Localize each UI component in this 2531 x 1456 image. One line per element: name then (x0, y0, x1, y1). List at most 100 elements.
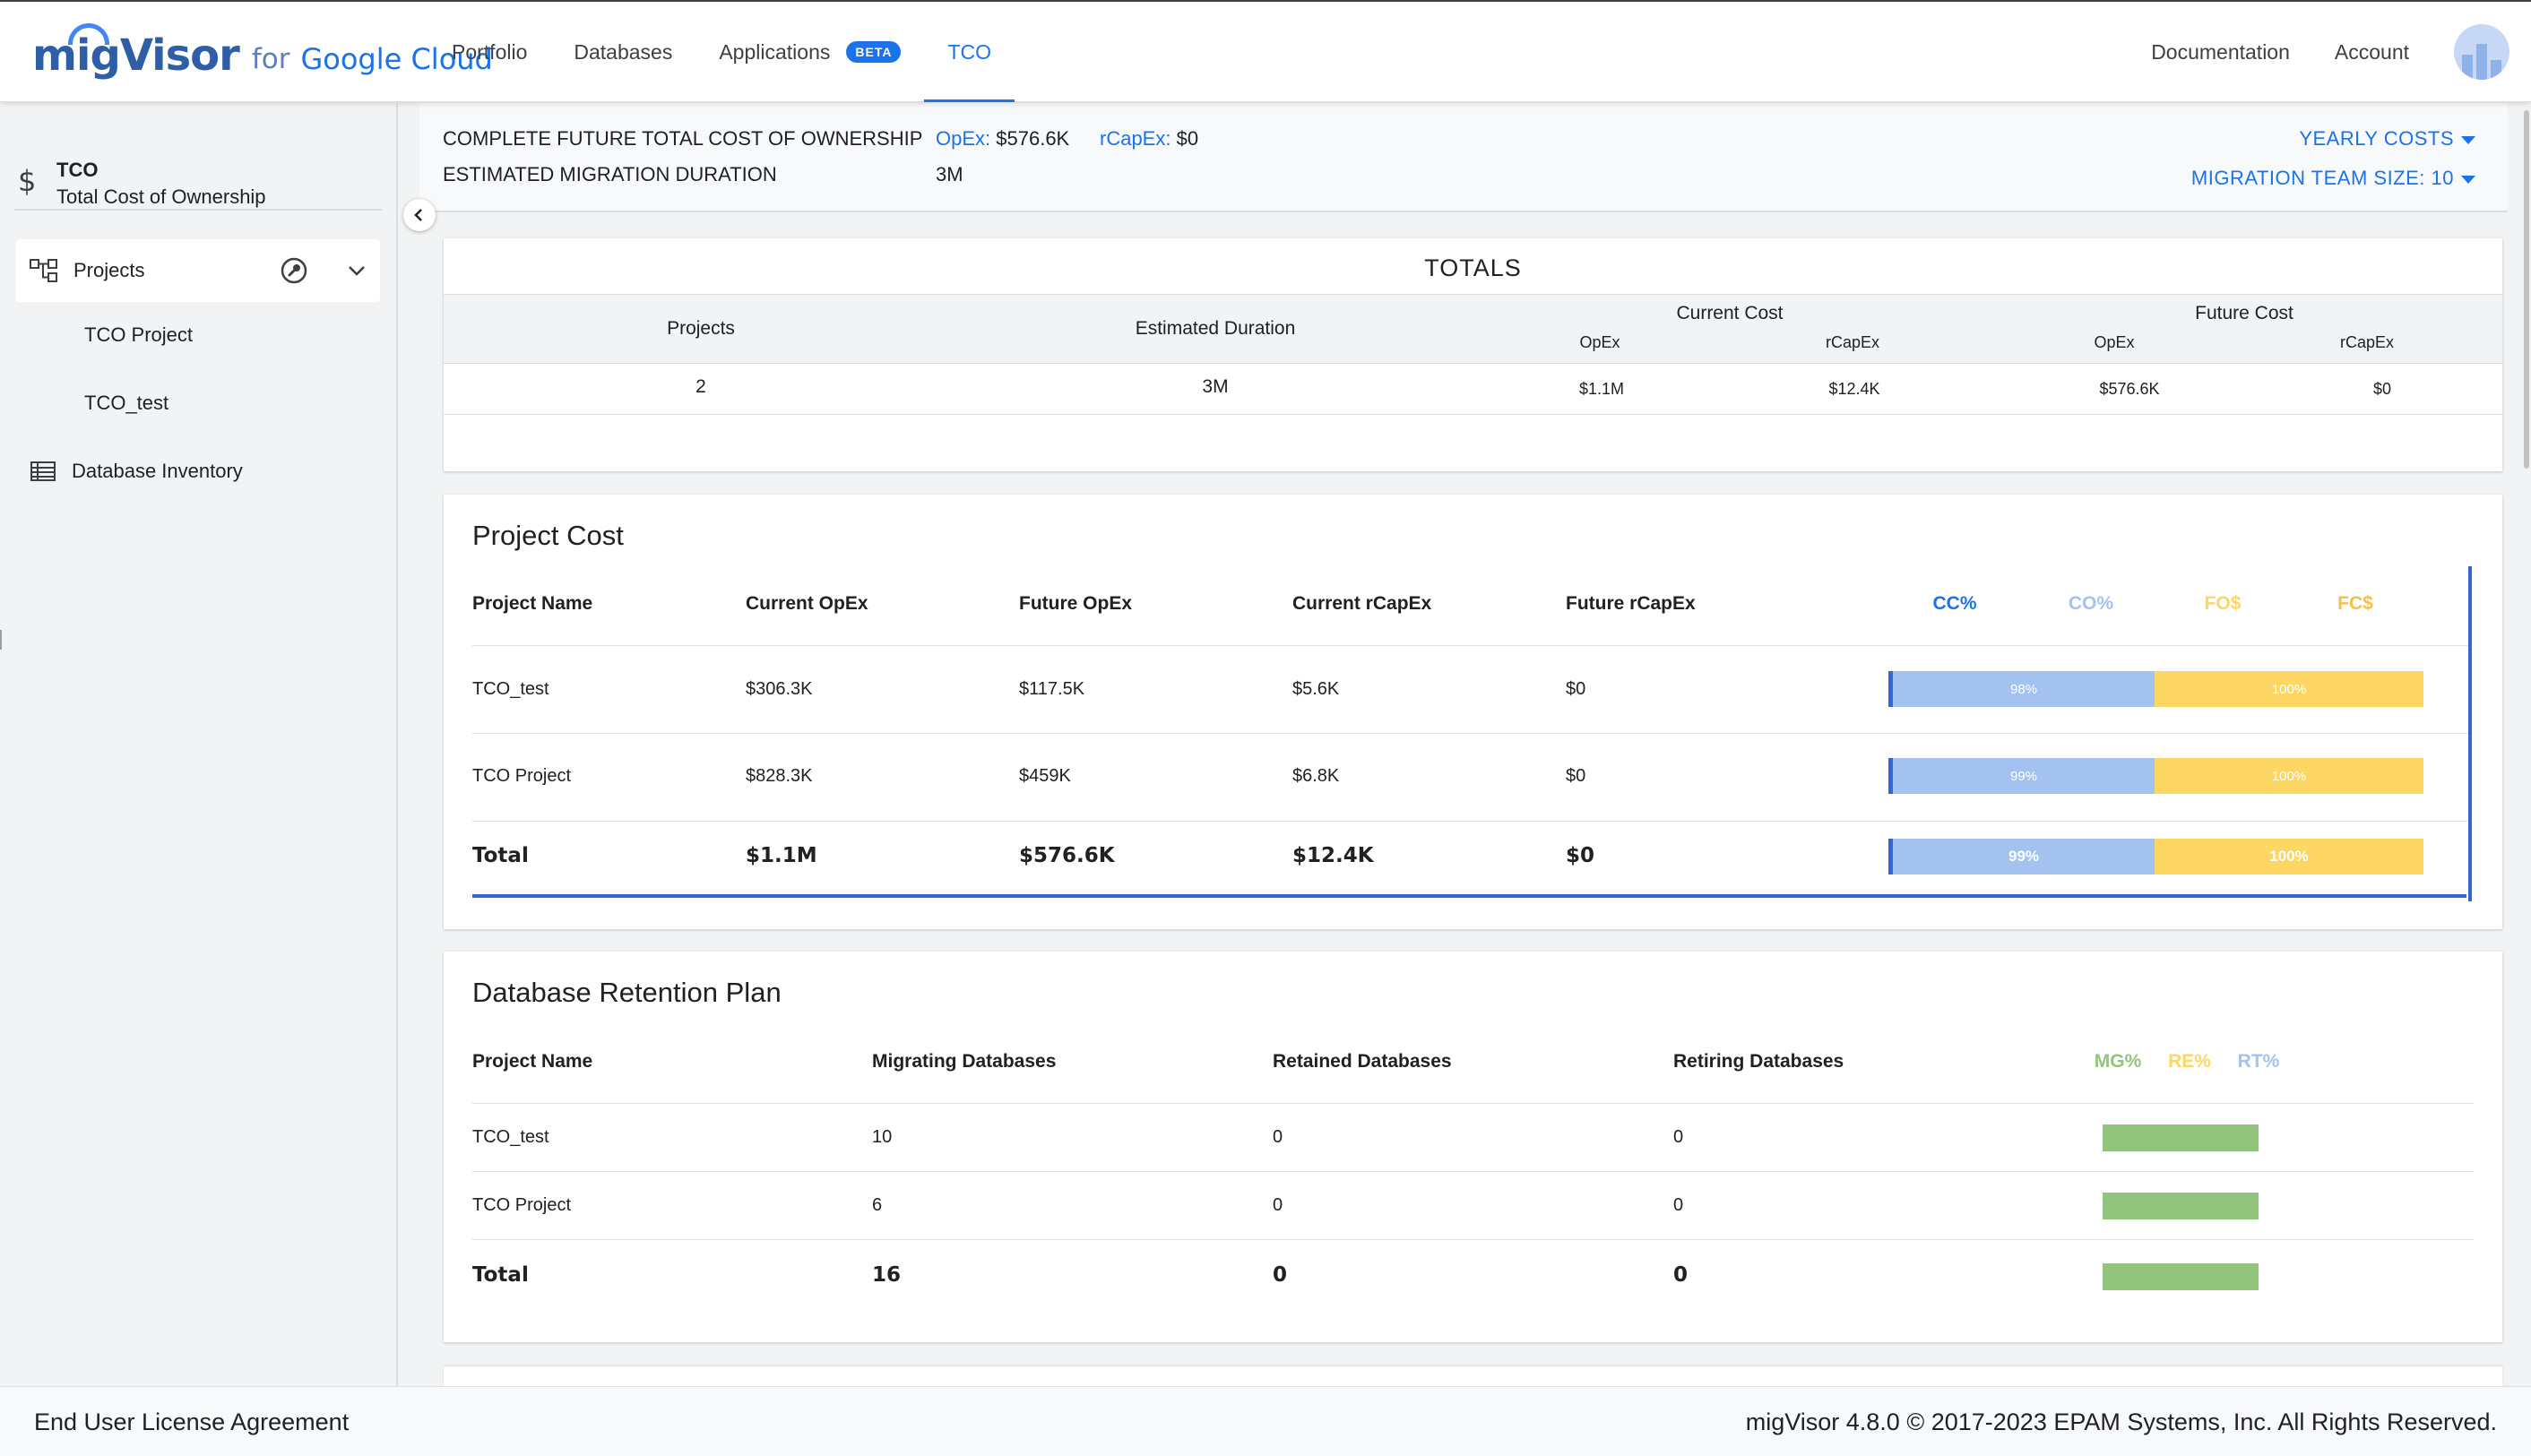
table-cell: $459K (1019, 766, 1071, 786)
divider (472, 1239, 2474, 1240)
table-cell: 10 (872, 1127, 893, 1147)
scrollbar-thumb[interactable] (2524, 110, 2529, 469)
retention-plan-card: Database Retention Plan Project Name Mig… (444, 952, 2502, 1342)
table-cell: 0 (1673, 1127, 1684, 1147)
nav-tco[interactable]: TCO (924, 2, 1015, 102)
col-future-opex[interactable]: Future OpEx (1019, 593, 1133, 614)
caret-down-icon (2461, 135, 2475, 144)
legend-co-pct[interactable]: CO% (2068, 593, 2114, 614)
col-current-opex[interactable]: Current OpEx (746, 593, 868, 614)
divider (444, 414, 2502, 415)
table-list-icon (30, 461, 56, 481)
project-cost-title: Project Cost (472, 520, 624, 551)
table-cell: TCO Project (472, 1195, 572, 1215)
page-scrollbar[interactable] (2522, 103, 2531, 1386)
total-cell: 16 (872, 1263, 902, 1287)
th-future-opex: OpEx (2094, 333, 2135, 351)
avatar[interactable] (2454, 24, 2509, 80)
team-size-dropdown[interactable]: MIGRATION TEAM SIZE: 10 (2191, 167, 2475, 190)
yearly-costs-dropdown[interactable]: YEARLY COSTS (2299, 127, 2475, 151)
complete-tco-label: COMPLETE FUTURE TOTAL COST OF OWNERSHIP (443, 127, 923, 150)
cost-ratio-bar: 99% 100% (1888, 839, 2423, 874)
collapse-sidebar-button[interactable] (403, 199, 436, 231)
totals-current-rcapex: $12.4K (1828, 380, 1880, 398)
logo-for: for (251, 43, 290, 75)
cc-segment: 98% (1893, 671, 2155, 707)
legend-cc-pct[interactable]: CC% (1932, 593, 1977, 614)
th-future-rcapex: rCapEx (2339, 333, 2395, 351)
totals-duration-value: 3M (1202, 376, 1229, 397)
fc-segment: 100% (2155, 671, 2423, 707)
sidebar-item-label: Projects (73, 259, 145, 281)
total-cell: 0 (1673, 1263, 1689, 1287)
sidebar: $ TCO Total Cost of Ownership Projects T… (0, 103, 398, 1386)
dollar-icon: $ (18, 164, 37, 198)
table-cell: TCO_test (472, 1127, 549, 1147)
th-current-cost: Current Cost (1676, 303, 1784, 323)
col-migrating-databases[interactable]: Migrating Databases (872, 1051, 1057, 1072)
nav-databases[interactable]: Databases (574, 39, 673, 64)
total-label: Total (472, 844, 529, 867)
table-cell: $306.3K (746, 679, 813, 699)
th-estimated-duration: Estimated Duration (1135, 318, 1296, 339)
logo-google-cloud: Google Cloud (300, 42, 493, 76)
col-project-name[interactable]: Project Name (472, 593, 593, 614)
total-cell: $0 (1566, 844, 1595, 867)
nav-portfolio[interactable]: Portfolio (452, 39, 528, 64)
cost-ratio-bar: 98% 100% (1888, 671, 2423, 707)
total-cell: $12.4K (1292, 844, 1374, 867)
totals-future-opex: $576.6K (2099, 380, 2160, 398)
sidebar-item-tco-test[interactable]: TCO_test (84, 392, 169, 414)
sidebar-item-projects[interactable]: Projects (16, 239, 380, 302)
legend-fo-pct[interactable]: FO$ (2204, 593, 2242, 614)
divider (472, 645, 2468, 646)
summary-rcapex: rCapEx: $0 (1100, 127, 1199, 150)
legend-mg-pct[interactable]: MG% (2094, 1051, 2142, 1072)
divider (472, 1171, 2474, 1172)
table-cell: $6.8K (1292, 766, 1340, 786)
sidebar-header: $ TCO Total Cost of Ownership (14, 130, 382, 211)
caret-down-icon (2461, 175, 2475, 184)
migration-duration-label: ESTIMATED MIGRATION DURATION (443, 163, 777, 185)
logo-wordmark: migVisor (32, 23, 240, 77)
table-cell: $5.6K (1292, 679, 1340, 699)
footer: End User License Agreement migVisor 4.8.… (0, 1386, 2531, 1456)
total-label: Total (472, 1263, 529, 1287)
manage-projects-icon[interactable] (280, 256, 308, 285)
legend-rt-pct[interactable]: RT% (2237, 1051, 2280, 1072)
main-nav: Portfolio Databases Applications BETA TCO (428, 2, 1015, 102)
total-cell: $576.6K (1019, 844, 1115, 867)
totals-card: TOTALS Projects Estimated Duration Curre… (444, 238, 2502, 471)
project-cost-card: Project Cost Project Name Current OpEx F… (444, 495, 2502, 929)
legend-re-pct[interactable]: RE% (2168, 1051, 2211, 1072)
fc-segment: 100% (2155, 758, 2423, 794)
col-retiring-databases[interactable]: Retiring Databases (1673, 1051, 1844, 1072)
sidebar-item-label: Database Inventory (72, 460, 243, 482)
migration-duration-value: 3M (936, 163, 963, 185)
retention-plan-title: Database Retention Plan (472, 977, 782, 1008)
nav-applications[interactable]: Applications BETA (695, 2, 924, 102)
sidebar-item-tco-project[interactable]: TCO Project (84, 323, 194, 346)
col-current-rcapex[interactable]: Current rCapEx (1292, 593, 1432, 614)
account-link[interactable]: Account (2334, 39, 2409, 64)
th-future-cost: Future Cost (2195, 303, 2293, 323)
eula-link[interactable]: End User License Agreement (34, 1409, 350, 1435)
totals-future-rcapex: $0 (2372, 380, 2392, 398)
totals-header-row: Projects Estimated Duration Current Cost… (444, 294, 2502, 364)
migrating-ratio-bar (2103, 1193, 2259, 1219)
project-tree-icon (30, 259, 57, 282)
col-retained-databases[interactable]: Retained Databases (1273, 1051, 1452, 1072)
totals-current-opex: $1.1M (1578, 380, 1625, 398)
migvisor-logo[interactable]: migVisor for Google Cloud (32, 14, 493, 77)
cost-ratio-bar: 99% 100% (1888, 758, 2423, 794)
divider (472, 733, 2468, 734)
sidebar-item-database-inventory[interactable]: Database Inventory (30, 460, 243, 483)
chevron-down-icon[interactable] (346, 261, 367, 280)
divider (472, 1103, 2474, 1104)
legend-fc-pct[interactable]: FC$ (2337, 593, 2373, 614)
documentation-link[interactable]: Documentation (2151, 39, 2290, 64)
col-project-name[interactable]: Project Name (472, 1051, 593, 1072)
table-cell: 6 (872, 1195, 883, 1215)
col-future-rcapex[interactable]: Future rCapEx (1566, 593, 1696, 614)
beta-badge: BETA (846, 41, 902, 63)
